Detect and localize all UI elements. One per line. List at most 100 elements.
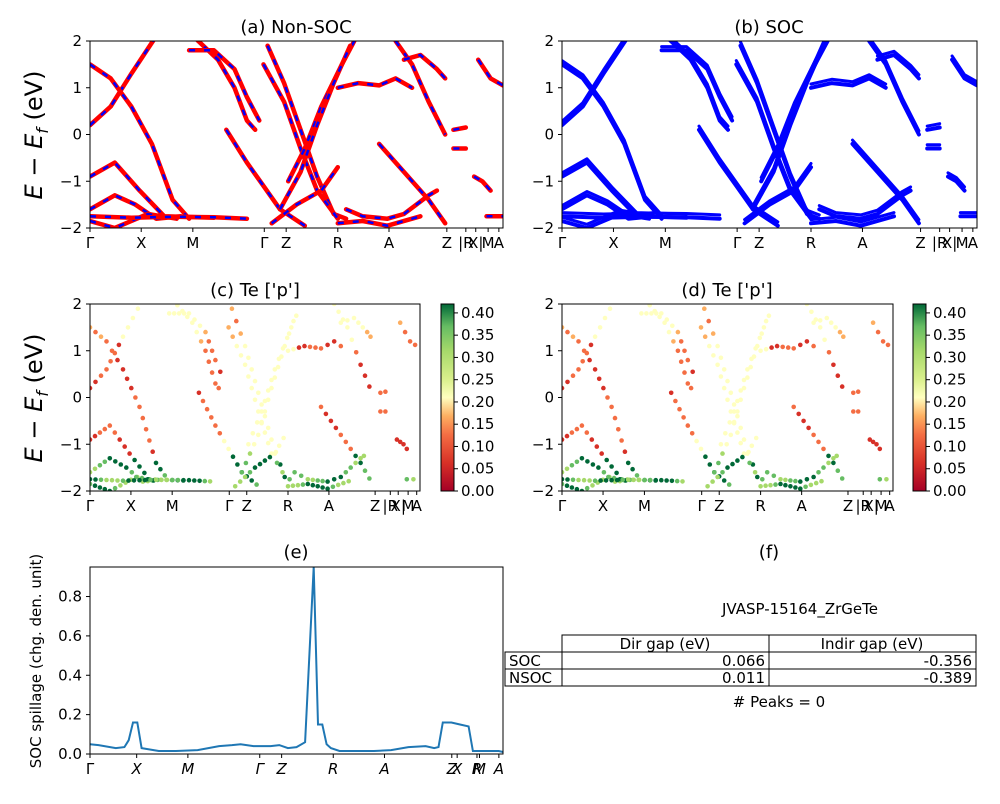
band-point [246,355,251,361]
band-point [181,477,186,483]
xtick-label: Z [714,497,724,515]
xtick-label: M [638,497,651,515]
band-point [300,482,306,487]
band-point [197,478,202,484]
table-row-label: SOC [509,652,541,670]
band-line-dashed [225,129,306,227]
band-point [682,370,687,375]
band-point [705,484,710,489]
band-point [877,446,883,452]
band-line-soc [817,188,913,221]
ytick-label: −1 [60,172,82,190]
band-point [246,374,251,379]
band-point [828,320,834,326]
ytick-label: 0 [544,389,554,407]
band-point [675,348,681,354]
band-point [601,385,606,391]
xtick-label: Γ [260,234,269,252]
band-point [367,476,372,481]
band-point [348,465,354,470]
band-point [584,430,590,435]
band-point [107,488,113,491]
band-point [766,313,772,319]
band-point [668,390,674,396]
band-point [345,318,350,323]
band-point [206,359,212,365]
band-line-soc-split [562,41,625,123]
band-point [877,477,883,482]
band-point [226,446,231,452]
panel-c-ylabel: E − Ef (eV) [20,334,52,463]
band-line-dashed [278,45,352,210]
band-point [305,481,311,487]
band-point [605,395,610,400]
band-point [616,427,621,432]
band-point [870,439,876,445]
band-point [291,346,296,352]
band-point [603,478,609,483]
band-point [576,477,581,483]
xtick-label: Z [370,497,380,515]
panel-d-xticks: Γ X M Γ Z R A Z |RX|MA [558,491,896,515]
band-point [783,477,788,483]
band-point [851,390,856,396]
band-point [688,385,694,391]
spillage-line [89,566,504,753]
band-point [612,415,618,421]
band-point [313,345,318,350]
band-point [204,406,210,412]
band-point [109,477,115,483]
panel-c-colorbar-ticks: 0.40 0.35 0.30 0.25 0.20 0.15 0.10 0.05 0.00 [454,304,494,500]
band-point [291,318,296,324]
band-point [112,430,118,435]
band-point [361,453,367,459]
xtick-label: M [875,497,888,515]
band-point [290,483,296,489]
band-point [562,325,565,330]
xtick-label: Z [754,234,764,252]
band-point [619,438,624,443]
ytick-label: 0.4 [58,666,82,684]
xtick-label: A [384,234,395,252]
band-line-soc [659,48,735,123]
colorbar-tick-label: 0.20 [461,393,494,411]
band-point [721,385,727,391]
panel-e-yticks: 0.8 0.6 0.4 0.2 0.0 [58,588,90,763]
band-point [358,460,363,466]
band-point [113,459,118,464]
band-point [712,470,717,475]
band-point [325,486,330,491]
band-line-dashed [453,126,467,132]
band-point [269,451,274,456]
xtick-label: M [181,760,194,778]
band-point [880,339,886,344]
band-point [104,477,109,483]
band-point [758,484,763,489]
band-point [763,483,768,489]
band-point [120,367,126,372]
band-point [788,484,793,489]
band-point [262,430,268,435]
band-line-dashed [394,41,447,136]
band-point [664,317,670,322]
band-point [269,437,274,442]
xtick-label: X [126,497,136,515]
band-point [745,451,750,456]
ytick-label: 1 [72,79,82,97]
band-point [755,343,760,349]
band-point [137,477,142,483]
panel-e-spillage: (e) 0.80.60.40.20.0 Γ X M Γ Z R A ZX RM A SOC spi… [27,542,504,778]
band-point [98,334,104,340]
band-point [715,362,720,368]
band-point [90,481,93,487]
table-cell-value: -0.356 [924,652,972,670]
band-point [92,483,98,489]
xtick-label: M [166,497,179,515]
xtick-label: X| [863,497,878,515]
band-point [249,367,254,372]
band-point [159,477,164,483]
xtick-label: |R [855,497,870,515]
band-point [634,473,640,478]
band-point [763,346,769,352]
band-point [826,460,831,466]
